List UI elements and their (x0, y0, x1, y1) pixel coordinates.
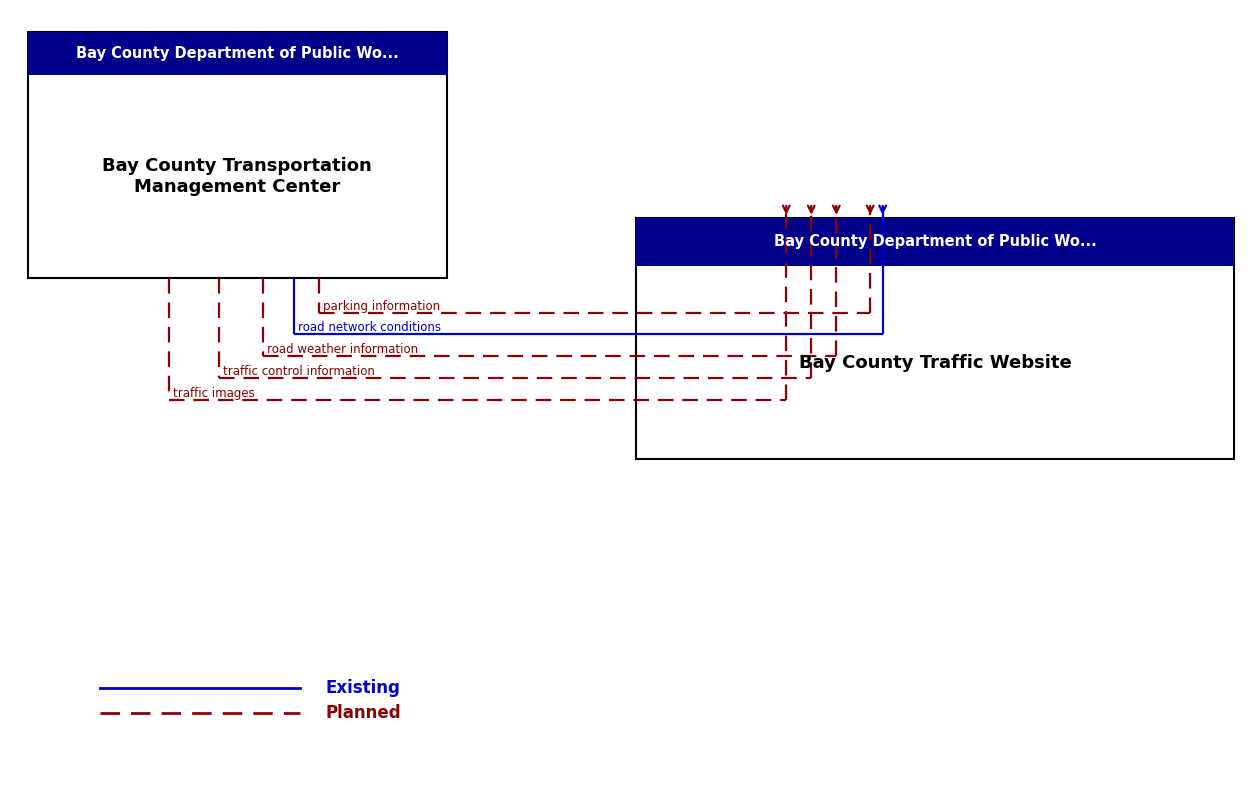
Text: traffic control information: traffic control information (223, 365, 374, 378)
Bar (636, 218, 1234, 266)
Bar (636, 218, 1234, 459)
Text: Planned: Planned (326, 704, 401, 722)
Text: road network conditions: road network conditions (298, 322, 441, 334)
Text: parking information: parking information (323, 300, 441, 313)
Text: Bay County Traffic Website: Bay County Traffic Website (799, 354, 1072, 372)
Text: road weather information: road weather information (267, 343, 418, 356)
Bar (28, 32, 447, 278)
Text: Bay County Department of Public Wo...: Bay County Department of Public Wo... (76, 46, 398, 61)
Text: traffic images: traffic images (173, 387, 254, 400)
Text: Bay County Transportation
Management Center: Bay County Transportation Management Cen… (103, 157, 372, 196)
Bar (28, 32, 447, 75)
Text: Bay County Department of Public Wo...: Bay County Department of Public Wo... (774, 235, 1097, 249)
Text: Existing: Existing (326, 679, 401, 696)
